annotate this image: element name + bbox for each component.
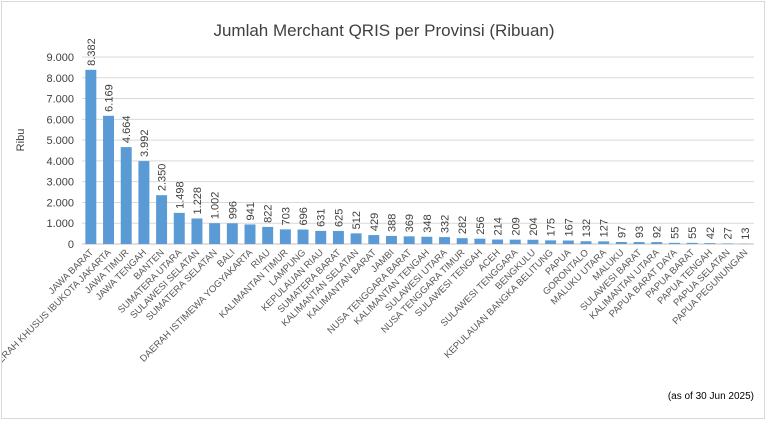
bar [315,230,327,244]
bar [244,224,256,244]
value-label: 42 [705,227,717,239]
y-tick-label: 0 [68,239,74,251]
y-tick-label: 9.000 [46,52,74,64]
value-label: 703 [280,207,292,225]
value-label: 214 [493,217,505,235]
value-label: 2.350 [157,164,169,192]
value-label: 696 [298,207,310,225]
category-label: DAERAH KHUSUS IBUKOTA JAKARTA [2,247,114,375]
value-label: 332 [440,215,452,233]
bar [721,243,733,244]
bar [385,235,397,244]
value-labels: 8.382 6.169 4.664 3.992 2.350 1.498 1.228 1.002… [86,38,752,239]
as-of-note: (as of 30 Jun 2025) [668,391,754,402]
bar [633,242,645,244]
value-label: 92 [652,226,664,238]
bar [103,115,115,244]
value-label: 282 [457,216,469,234]
bar [545,240,557,244]
value-label: 8.382 [86,38,98,66]
bar [173,212,185,244]
bar [668,242,680,244]
bar [368,235,380,244]
bar [492,239,504,244]
value-label: 631 [316,209,328,227]
value-label: 6.169 [104,84,116,112]
value-label: 127 [599,219,611,237]
y-tick-label: 1.000 [46,218,74,230]
y-axis-ticks: 0 1.000 2.000 3.000 4.000 5.000 6.000 7.000 8.00… [46,52,74,251]
bar [191,218,203,244]
bar [209,223,221,244]
value-label: 93 [634,226,646,238]
value-label: 388 [386,214,398,232]
value-label: 167 [563,218,575,236]
value-label: 822 [263,205,275,223]
y-tick-label: 7.000 [46,94,74,106]
chart-title: Jumlah Merchant QRIS per Provinsi (Ribua… [213,21,554,40]
value-label: 512 [351,211,363,229]
bar [456,238,468,244]
bar [279,229,291,244]
bar [615,241,627,244]
value-label: 27 [722,227,734,239]
bar [156,195,168,244]
bar [439,237,451,244]
bar [421,236,433,244]
bar [138,161,150,244]
value-label: 209 [510,217,522,235]
value-label: 175 [546,218,558,236]
value-label: 429 [369,213,381,231]
bar [527,239,539,244]
bar [651,242,663,244]
bar [598,241,610,244]
value-label: 13 [740,227,752,239]
value-label: 97 [616,226,628,238]
bar [120,147,132,244]
bar [262,226,274,244]
bar [226,223,238,244]
value-label: 941 [245,202,257,220]
bar [85,69,97,244]
value-label: 996 [227,201,239,219]
bar [350,233,362,244]
y-tick-label: 5.000 [46,135,74,147]
value-label: 1.002 [210,192,222,220]
bar [403,236,415,244]
value-label: 369 [404,214,416,232]
y-tick-label: 3.000 [46,177,74,189]
bar [332,231,344,244]
value-label: 132 [581,219,593,237]
bars [85,69,751,244]
value-label: 1.228 [192,187,204,215]
value-label: 348 [422,214,434,232]
y-axis-label: Ribu [15,129,27,152]
value-label: 55 [669,227,681,239]
value-label: 625 [333,209,345,227]
value-label: 256 [475,216,487,234]
bar [686,242,698,244]
value-label: 4.664 [121,116,133,144]
y-tick-label: 2.000 [46,197,74,209]
value-label: 3.992 [139,130,151,158]
value-label: 1.498 [174,181,186,209]
bar [580,241,592,244]
y-tick-label: 8.000 [46,73,74,85]
bar [297,229,309,244]
value-label: 204 [528,217,540,235]
bar [509,239,521,244]
y-tick-label: 4.000 [46,156,74,168]
bar [704,243,716,244]
bar [474,238,486,244]
value-label: 55 [687,227,699,239]
bar [562,240,574,244]
y-tick-label: 6.000 [46,114,74,126]
